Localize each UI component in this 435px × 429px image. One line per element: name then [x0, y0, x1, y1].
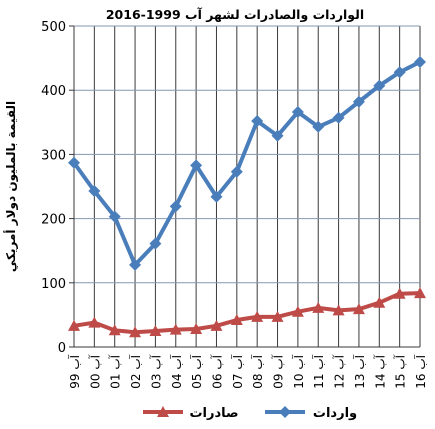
data-point-marker [352, 303, 365, 315]
y-tick-label: 100 [41, 277, 66, 292]
x-tick-label: آب 15 [393, 354, 408, 388]
data-point-marker [169, 200, 182, 213]
axis-layer: 0 100 200 300 400 500 آب 99 آب 00 آب 01 آب 02 آب 0… [41, 20, 428, 389]
data-point-marker [68, 156, 80, 169]
x-tick-label: آب 07 [230, 354, 245, 388]
x-tick-label: آب 12 [332, 354, 347, 388]
series-layer [68, 55, 426, 338]
y-tick-label: 300 [41, 148, 66, 163]
data-point-marker [271, 129, 284, 142]
x-tick-label: آب 99 [67, 354, 82, 388]
chart-title: الواردات والصادرات لشهر آب 1999-2016 [106, 7, 364, 22]
legend-marker-triangle-icon [157, 406, 169, 417]
data-point-marker [230, 165, 243, 178]
data-point-marker [312, 301, 325, 313]
y-tick-label: 500 [41, 20, 66, 35]
data-point-marker [251, 310, 264, 322]
x-tick-label: آب 14 [372, 354, 387, 388]
data-point-marker [149, 237, 162, 250]
data-point-marker [373, 296, 386, 308]
grid-layer [73, 25, 421, 348]
x-tick-label: آب 13 [352, 354, 367, 388]
data-point-marker [291, 305, 304, 317]
data-point-marker [271, 310, 284, 322]
series-exports [68, 287, 426, 338]
data-point-marker [414, 55, 426, 68]
data-point-marker [312, 120, 325, 133]
x-tick-label: آب 09 [271, 354, 286, 388]
x-tick-label: آب 03 [148, 354, 163, 388]
data-point-marker [149, 324, 162, 336]
data-point-marker [332, 111, 345, 124]
data-point-marker [291, 106, 304, 119]
legend: واردات صادرات [143, 406, 357, 421]
data-point-marker [230, 314, 243, 326]
data-point-marker [393, 66, 406, 79]
data-point-marker [190, 159, 203, 172]
legend-item: صادرات [143, 406, 239, 421]
x-tick-label: آب 05 [189, 354, 204, 388]
x-tick-label: آب 00 [87, 354, 102, 388]
data-point-marker [169, 323, 182, 335]
series-imports [68, 55, 426, 271]
data-point-marker [352, 95, 365, 108]
legend-marker-diamond-icon [279, 406, 291, 418]
data-point-marker [129, 258, 142, 271]
series-line [73, 291, 421, 335]
y-tick-label: 400 [41, 84, 66, 99]
data-point-marker [373, 79, 386, 92]
y-tick-label: 200 [41, 213, 66, 228]
data-point-marker [393, 287, 406, 299]
x-tick-label: آب 11 [311, 354, 326, 388]
legend-item: واردات [265, 406, 357, 421]
data-point-marker [210, 319, 223, 331]
x-tick-label: آب 06 [209, 354, 224, 388]
y-axis-label: القيمة بالمليون دولار أمريكي [3, 101, 19, 272]
data-point-marker [251, 115, 264, 128]
x-tick-label: آب 04 [169, 354, 184, 388]
x-tick-label: آب 01 [108, 354, 123, 388]
legend-label: صادرات [189, 406, 238, 421]
data-point-marker [210, 190, 223, 203]
data-point-marker [332, 304, 345, 316]
data-point-marker [414, 287, 426, 299]
data-point-marker [108, 324, 121, 336]
data-point-marker [190, 323, 203, 335]
data-point-marker [68, 319, 80, 331]
x-tick-label: آب 16 [413, 354, 428, 388]
data-point-marker [129, 326, 142, 338]
x-tick-label: آب 02 [128, 354, 143, 388]
data-point-marker [88, 184, 101, 197]
x-tick-label: آب 10 [291, 354, 306, 388]
legend-label: واردات [313, 406, 357, 421]
x-tick-label: آب 08 [250, 354, 265, 388]
y-tick-label: 0 [58, 341, 66, 356]
data-point-marker [88, 316, 101, 328]
series-line [72, 60, 421, 267]
data-point-marker [108, 210, 121, 223]
